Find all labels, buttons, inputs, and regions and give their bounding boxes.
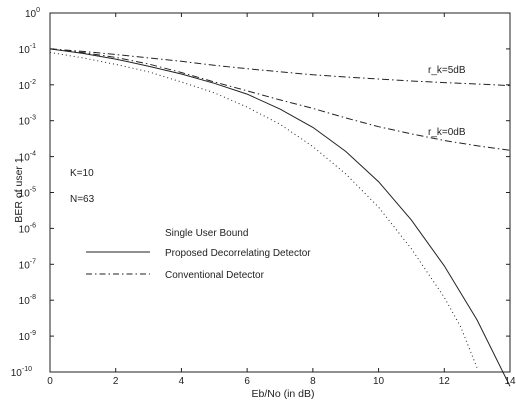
- y-tick-label: 10-3: [19, 115, 36, 128]
- series-line-1: [49, 48, 511, 387]
- y-tick-label: 100: [25, 7, 40, 20]
- y-tick-label: 10-2: [19, 79, 36, 92]
- x-tick-label: 12: [439, 376, 451, 387]
- legend-label-single-user: Single User Bound: [165, 228, 248, 239]
- series-line-0: [49, 51, 478, 369]
- y-tick-label: 10-1: [19, 43, 36, 56]
- annotation-r0: r_k=0dB: [428, 127, 466, 138]
- legend-label-decorrelating: Proposed Decorrelating Detector: [165, 248, 311, 259]
- x-tick-label: 6: [244, 376, 250, 387]
- y-axis-label: BER of user 1: [13, 157, 25, 223]
- ticks-layer: 0 2 4 6 8 10 12 14 100 10-1 10-2 10-3 10-4 10-5 10-6 10…: [11, 7, 516, 387]
- x-tick-label: 10: [373, 376, 385, 387]
- x-tick-label: 0: [47, 376, 53, 387]
- x-tick-label: 8: [310, 376, 316, 387]
- annotation-n: N=63: [70, 194, 95, 205]
- series-line-2: [49, 48, 511, 151]
- y-tick-label: 10-6: [19, 222, 36, 235]
- annotation-k: K=10: [70, 168, 94, 179]
- series-line-3: [49, 48, 511, 87]
- x-tick-label: 2: [113, 376, 119, 387]
- y-tick-label: 10-10: [11, 366, 32, 379]
- x-tick-label: 14: [504, 376, 516, 387]
- legend: Single User Bound Proposed Decorrelating…: [86, 228, 311, 281]
- y-tick-label: 10-5: [19, 187, 36, 200]
- y-tick-label: 10-9: [19, 330, 36, 343]
- x-tick-label: 4: [179, 376, 185, 387]
- x-axis-label: Eb/No (in dB): [251, 388, 314, 400]
- legend-label-conventional: Conventional Detector: [165, 270, 265, 281]
- y-tick-label: 10-4: [19, 151, 36, 164]
- annotation-r5: r_k=5dB: [428, 65, 466, 76]
- y-tick-label: 10-8: [19, 294, 36, 307]
- y-tick-label: 10-7: [19, 258, 36, 271]
- series-layer: [49, 48, 511, 387]
